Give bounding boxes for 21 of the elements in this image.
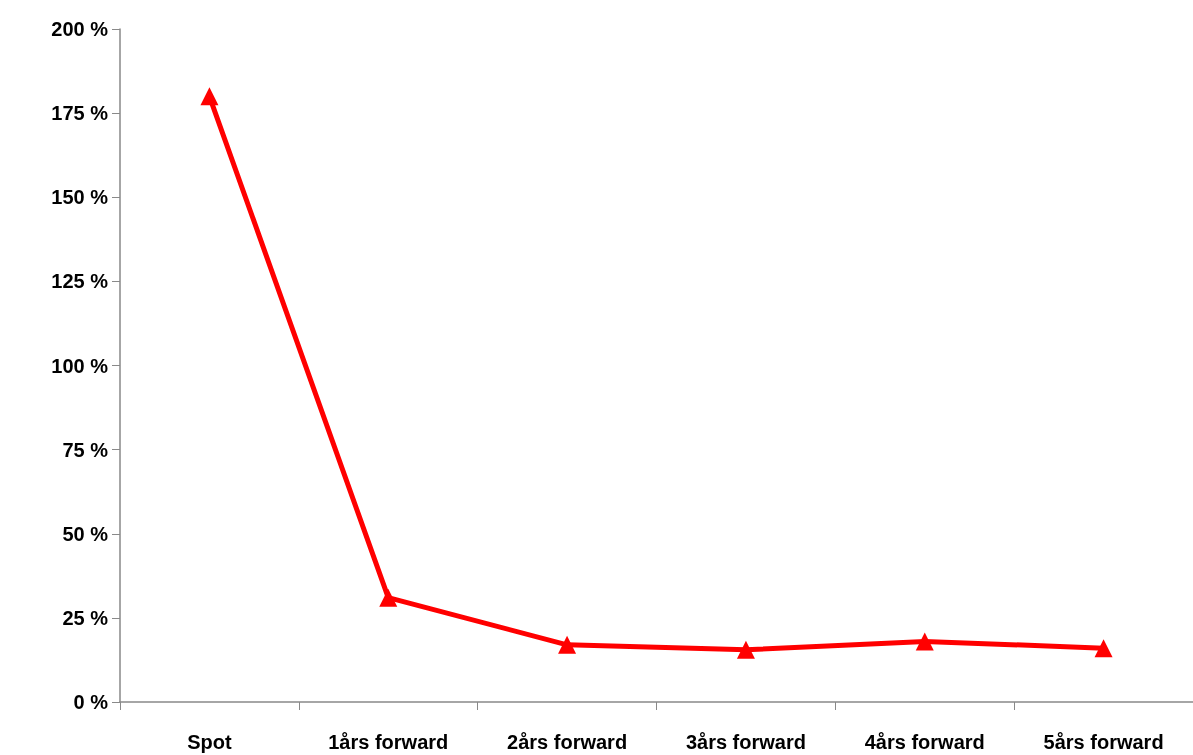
y-tick-label: 100 % xyxy=(51,354,109,377)
y-tick-label: 150 % xyxy=(51,186,109,209)
y-tick-label: 0 % xyxy=(73,691,109,713)
y-tick-label: 75 % xyxy=(62,438,109,461)
y-tick-label: 50 % xyxy=(62,522,109,545)
x-tick-label: 5års forward xyxy=(1043,731,1164,753)
point xyxy=(736,640,755,659)
y-tick-label: 200 % xyxy=(51,18,109,40)
x-tick-label: 3års forward xyxy=(685,731,806,753)
point xyxy=(379,588,398,607)
y-tick-label: 125 % xyxy=(51,270,109,293)
point xyxy=(558,635,577,654)
point xyxy=(1094,639,1113,658)
x-tick-label: Spot xyxy=(187,731,232,753)
x-tick-label: 1års forward xyxy=(328,731,449,753)
point xyxy=(915,632,934,651)
y-tick-label: 25 % xyxy=(62,606,109,629)
x-tick-label: 2års forward xyxy=(507,731,628,753)
x-tick-label: 4års forward xyxy=(864,731,985,753)
y-tick-label: 175 % xyxy=(51,102,109,125)
point xyxy=(200,87,219,106)
